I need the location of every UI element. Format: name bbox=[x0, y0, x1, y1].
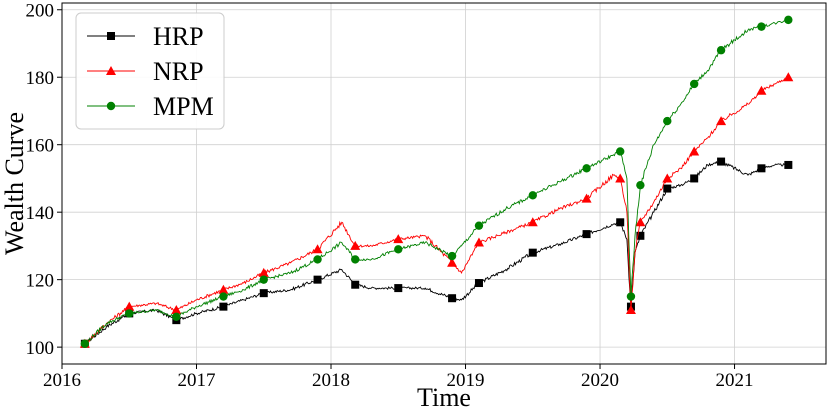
series-hrp bbox=[80, 157, 793, 348]
mpm-point bbox=[528, 191, 537, 200]
nrp-point bbox=[581, 193, 592, 203]
mpm-point bbox=[616, 147, 625, 156]
mpm-point bbox=[784, 15, 793, 25]
mpm-point bbox=[351, 255, 360, 264]
legend-nrp-label: NRP bbox=[153, 57, 204, 86]
hrp-point bbox=[528, 248, 537, 257]
y-tick-label: 140 bbox=[26, 203, 55, 224]
ticks: 2016 2017 2018 2019 2020 2021 100 120 140 160 180 2… bbox=[26, 1, 754, 391]
legend-nrp-marker bbox=[106, 66, 116, 75]
mpm-point bbox=[172, 312, 181, 321]
x-tick-label: 2016 bbox=[43, 370, 81, 391]
nrp-point bbox=[124, 301, 135, 311]
hrp-point bbox=[313, 275, 322, 284]
nrp-point bbox=[258, 267, 269, 277]
nrp-point bbox=[783, 72, 794, 82]
hrp-point bbox=[351, 280, 360, 289]
series-layer bbox=[79, 15, 794, 348]
nrp-point bbox=[635, 217, 646, 227]
nrp-point bbox=[689, 146, 700, 156]
y-tick-label: 180 bbox=[26, 68, 55, 89]
mpm-point bbox=[582, 164, 591, 173]
legend-mpm-marker bbox=[106, 101, 116, 111]
nrp-point bbox=[218, 284, 229, 294]
hrp-point bbox=[219, 302, 228, 311]
hrp-point bbox=[690, 174, 699, 183]
x-tick-label: 2017 bbox=[178, 370, 216, 391]
nrp-point bbox=[447, 257, 458, 267]
nrp-point bbox=[615, 173, 626, 183]
hrp-point bbox=[582, 230, 591, 239]
series-nrp bbox=[79, 72, 794, 348]
nrp-point bbox=[312, 244, 323, 254]
hrp-point bbox=[259, 289, 268, 298]
nrp-point bbox=[716, 116, 727, 126]
hrp-point bbox=[448, 294, 457, 303]
mpm-point bbox=[636, 180, 645, 190]
nrp-point bbox=[171, 305, 182, 315]
mpm-point bbox=[689, 79, 699, 89]
x-tick-label: 2021 bbox=[716, 370, 754, 391]
x-tick-label: 2019 bbox=[447, 370, 485, 391]
mpm-point bbox=[474, 221, 484, 230]
mpm-point bbox=[313, 255, 322, 264]
hrp-point bbox=[784, 160, 793, 169]
hrp-point bbox=[636, 231, 645, 240]
plot-frame bbox=[61, 2, 827, 365]
x-axis-title: Time bbox=[417, 383, 471, 412]
nrp-point bbox=[350, 240, 361, 250]
hrp-point bbox=[394, 284, 403, 293]
nrp-line bbox=[84, 76, 789, 345]
hrp-line bbox=[84, 160, 789, 345]
mpm-point bbox=[219, 292, 228, 301]
nrp-point bbox=[393, 234, 404, 244]
nrp-point bbox=[625, 305, 636, 315]
mpm-point bbox=[259, 275, 268, 284]
hrp-point bbox=[717, 157, 726, 166]
mpm-point bbox=[394, 245, 403, 254]
y-tick-label: 100 bbox=[26, 338, 55, 359]
nrp-point bbox=[756, 85, 767, 95]
legend-mpm-label: MPM bbox=[153, 92, 214, 121]
y-tick-label: 160 bbox=[26, 136, 55, 157]
hrp-point bbox=[663, 184, 672, 193]
mpm-point bbox=[626, 292, 636, 301]
legend-hrp-label: HRP bbox=[153, 22, 204, 51]
nrp-point bbox=[527, 217, 538, 227]
legend: HRP NRP MPM bbox=[75, 12, 225, 130]
mpm-point bbox=[716, 46, 726, 55]
legend-hrp-marker bbox=[107, 32, 115, 40]
mpm-point bbox=[757, 22, 766, 31]
mpm-point bbox=[447, 251, 457, 261]
hrp-point bbox=[757, 164, 766, 173]
hrp-point bbox=[616, 218, 625, 227]
series-mpm bbox=[80, 15, 793, 348]
mpm-point bbox=[125, 309, 134, 318]
mpm-point bbox=[80, 339, 90, 348]
legend-box bbox=[75, 12, 225, 130]
nrp-point bbox=[473, 237, 484, 247]
nrp-point bbox=[662, 173, 673, 183]
y-tick-label: 200 bbox=[26, 1, 55, 22]
mpm-line bbox=[84, 19, 789, 345]
x-tick-label: 2018 bbox=[312, 370, 350, 391]
x-tick-label: 2020 bbox=[581, 370, 619, 391]
hrp-point bbox=[474, 279, 483, 288]
mpm-point bbox=[663, 116, 672, 126]
y-axis-title: Wealth Curve bbox=[0, 112, 29, 255]
y-tick-label: 120 bbox=[26, 271, 55, 292]
